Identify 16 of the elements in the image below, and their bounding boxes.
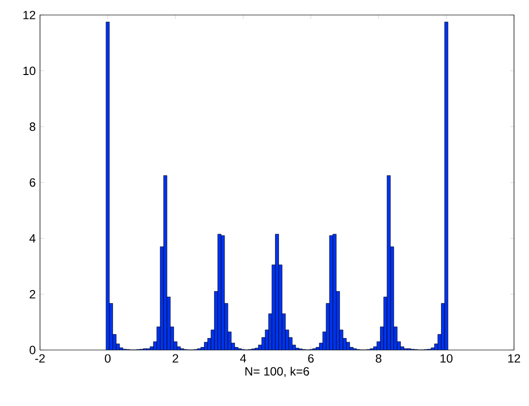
x-tick-label: 2 <box>172 354 178 363</box>
y-tick-label: 10 <box>23 66 36 76</box>
x-tick-label: 10 <box>440 354 452 363</box>
y-tick-label: 6 <box>30 178 36 187</box>
x-tick-label: 0 <box>104 354 111 363</box>
x-tick-label: -2 <box>35 354 45 363</box>
x-tick-label: 12 <box>508 354 520 363</box>
x-tick-label: 4 <box>240 354 246 362</box>
x-axis-title: N= 100, k=6 <box>245 366 310 378</box>
y-tick-label: 0 <box>30 346 36 354</box>
x-tick-label: 8 <box>376 354 382 363</box>
y-tick-label: 4 <box>29 234 36 242</box>
y-tick-label: 2 <box>30 290 36 298</box>
y-tick-label: 12 <box>23 10 36 20</box>
y-tick-label: 8 <box>30 122 36 131</box>
x-tick-label: 6 <box>308 354 314 363</box>
